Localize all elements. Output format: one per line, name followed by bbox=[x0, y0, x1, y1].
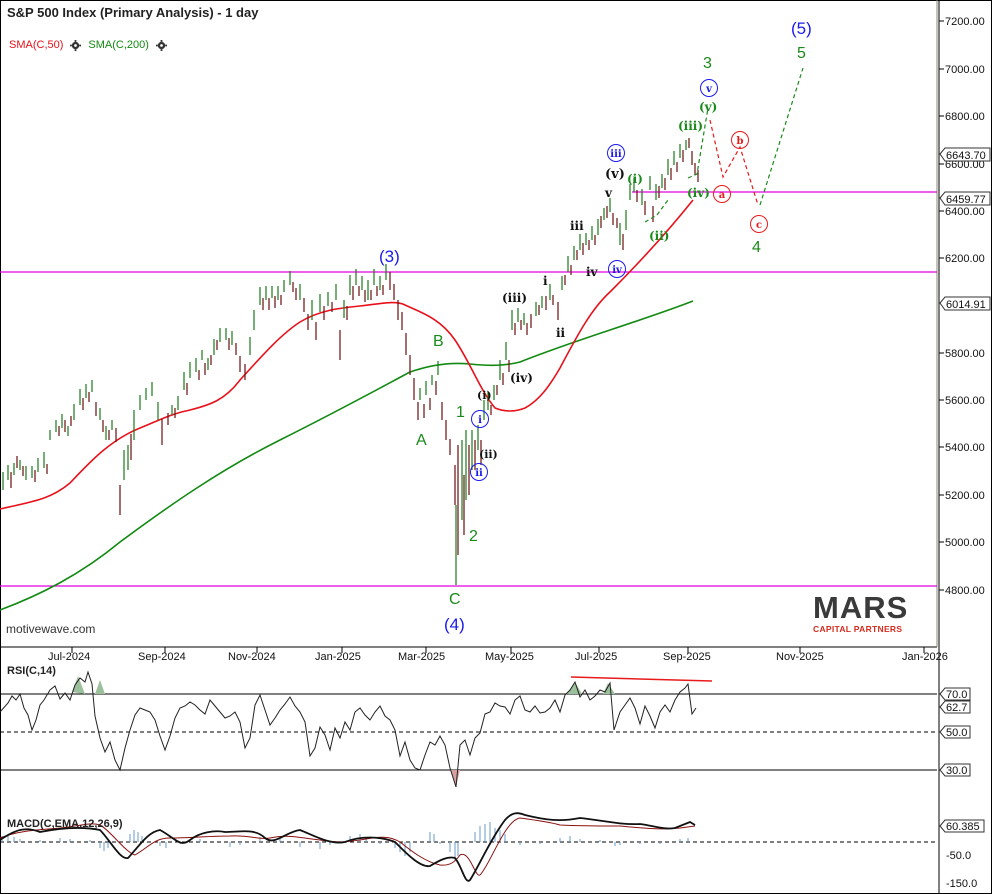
price-marker-close: 6643.70 bbox=[939, 147, 991, 162]
wave-label: ii bbox=[556, 326, 566, 340]
wave-label: (iv) bbox=[510, 371, 533, 385]
macd-axis: 60.385 -50.0 -150.0 bbox=[939, 819, 985, 890]
wave-label: A bbox=[416, 432, 427, 449]
price-tick: 5600.00 bbox=[945, 395, 985, 407]
wave-labels-serif: (iii) (iv) (i) (ii) i ii iii iv v (v) (i… bbox=[477, 100, 717, 461]
svg-text:iii: iii bbox=[610, 149, 622, 160]
chart-title: S&P 500 Index (Primary Analysis) - 1 day bbox=[7, 5, 259, 20]
time-tick: Jul-2025 bbox=[575, 651, 617, 663]
wave-label: 4 bbox=[752, 239, 761, 256]
wave-label: v bbox=[604, 186, 613, 200]
rsi-current: 62.7 bbox=[946, 702, 967, 714]
time-axis[interactable]: Jul-2024 Sep-2024 Nov-2024 Jan-2025 Mar-… bbox=[48, 647, 948, 663]
price-tick: 5800.00 bbox=[945, 348, 985, 360]
projection-paths bbox=[644, 67, 804, 223]
wave-label: (5) bbox=[791, 19, 812, 38]
rsi-label: RSI(C,14) bbox=[7, 665, 56, 677]
price-tick: 6200.00 bbox=[945, 253, 985, 265]
price-bars bbox=[2, 138, 699, 585]
wave-label: i bbox=[543, 274, 548, 288]
wave-labels: (3) (4) (5) B A C 1 2 3 4 5 bbox=[379, 19, 812, 634]
price-tick: 6600.00 bbox=[945, 159, 985, 171]
wave-label: (v) bbox=[605, 167, 625, 182]
wave-label: B bbox=[433, 333, 444, 350]
svg-text:iv: iv bbox=[612, 265, 623, 276]
price-tick: 5200.00 bbox=[945, 490, 985, 502]
time-tick: May-2025 bbox=[485, 651, 534, 663]
macd-panel[interactable] bbox=[0, 812, 937, 882]
wave-label: (ii) bbox=[649, 229, 669, 243]
wave-label: (i) bbox=[627, 172, 643, 186]
legend-sma200[interactable]: SMA(C,200) bbox=[88, 39, 149, 51]
price-tick: 7200.00 bbox=[945, 16, 985, 28]
price-tick: 4800.00 bbox=[945, 585, 985, 597]
price-axis[interactable]: 7200.00 7000.00 6800.00 6600.00 6400.00 … bbox=[939, 16, 991, 597]
price-tick: 5400.00 bbox=[945, 442, 985, 454]
time-tick: Jan-2026 bbox=[902, 651, 948, 663]
macd-tick: -50.0 bbox=[946, 850, 971, 862]
wave-label: 1 bbox=[456, 404, 465, 421]
time-tick: Jan-2025 bbox=[315, 651, 361, 663]
time-tick: Sep-2025 bbox=[663, 651, 711, 663]
wave-label: 2 bbox=[469, 528, 478, 545]
wave-label: iii bbox=[570, 219, 584, 233]
macd-tick: -150.0 bbox=[946, 878, 977, 890]
wave-label: iv bbox=[586, 265, 599, 279]
legend-sma50[interactable]: SMA(C,50) bbox=[9, 39, 64, 51]
gear-icon[interactable] bbox=[155, 39, 167, 51]
wave-label: 3 bbox=[703, 55, 712, 72]
rsi-panel[interactable] bbox=[0, 670, 937, 788]
wave-label: (ii) bbox=[479, 448, 498, 461]
wave-label: 5 bbox=[797, 45, 806, 62]
circled-wave-labels: iii iv v i ii a b c bbox=[470, 79, 768, 481]
time-tick: Sep-2024 bbox=[138, 651, 186, 663]
svg-text:i: i bbox=[478, 415, 482, 426]
rsi-axis: 70.0 62.7 50.0 30.0 bbox=[939, 687, 971, 777]
logo-name: MARS bbox=[813, 590, 909, 625]
wave-label: (iii) bbox=[678, 119, 703, 133]
sma50-line bbox=[0, 199, 694, 510]
price-marker-sma50: 6459.77 bbox=[939, 191, 991, 206]
svg-text:ii: ii bbox=[475, 468, 483, 479]
svg-text:c: c bbox=[756, 220, 762, 231]
svg-text:v: v bbox=[705, 84, 713, 95]
wave-label: (i) bbox=[477, 389, 492, 402]
indicator-legend: SMA(C,50) SMA(C,200) bbox=[9, 39, 170, 51]
price-tick: 7000.00 bbox=[945, 64, 985, 76]
price-tick: 5000.00 bbox=[945, 537, 985, 549]
rsi-level-50: 50.0 bbox=[946, 727, 967, 739]
macd-current: 60.385 bbox=[946, 821, 980, 833]
price-tick: 6400.00 bbox=[945, 206, 985, 218]
macd-label: MACD(C,EMA,12,26,9) bbox=[7, 818, 123, 830]
wave-label: (iv) bbox=[687, 186, 710, 200]
svg-text:6459.77: 6459.77 bbox=[946, 194, 986, 206]
svg-text:6014.91: 6014.91 bbox=[946, 299, 986, 311]
time-tick: Jul-2024 bbox=[48, 651, 90, 663]
time-tick: Mar-2025 bbox=[398, 651, 445, 663]
logo-subtitle: CAPITAL PARTNERS bbox=[813, 624, 903, 634]
price-tick: 6800.00 bbox=[945, 111, 985, 123]
svg-text:6643.70: 6643.70 bbox=[946, 150, 986, 162]
svg-text:b: b bbox=[737, 136, 744, 147]
svg-text:a: a bbox=[719, 190, 726, 201]
wave-label: C bbox=[449, 591, 461, 608]
time-tick: Nov-2025 bbox=[776, 651, 824, 663]
price-marker-sma200: 6014.91 bbox=[939, 296, 991, 311]
support-resistance-lines bbox=[0, 191, 937, 587]
wave-label: (3) bbox=[379, 247, 400, 266]
rsi-level-30: 30.0 bbox=[946, 765, 967, 777]
wave-label: (4) bbox=[444, 615, 465, 634]
rsi-level-70: 70.0 bbox=[946, 689, 967, 701]
wave-label: (v) bbox=[699, 100, 717, 114]
rsi-divergence-line bbox=[570, 676, 713, 682]
gear-icon[interactable] bbox=[70, 39, 82, 51]
time-tick: Nov-2024 bbox=[228, 651, 276, 663]
mars-logo: MARS CAPITAL PARTNERS bbox=[813, 592, 929, 634]
watermark: motivewave.com bbox=[6, 622, 96, 636]
wave-label: (iii) bbox=[502, 291, 527, 305]
